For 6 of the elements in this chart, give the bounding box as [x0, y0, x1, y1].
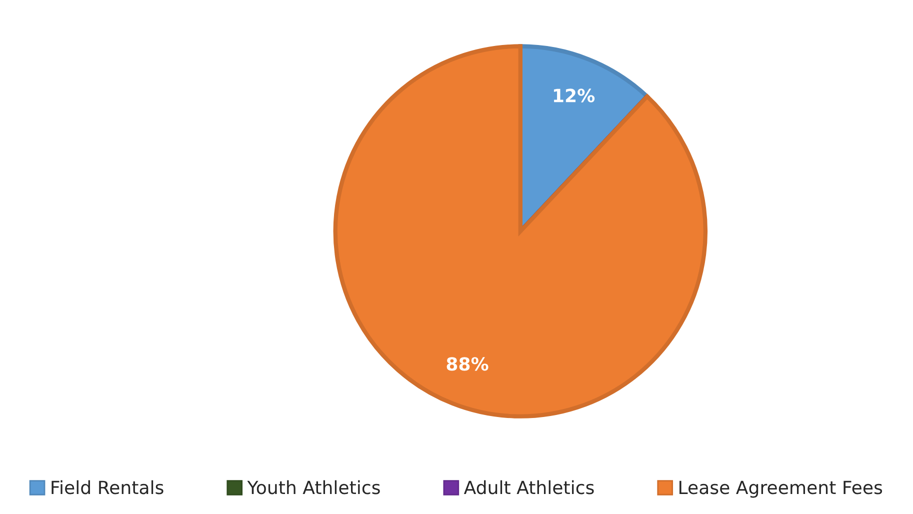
legend-label: Field Rentals: [52, 480, 164, 494]
data-label: 88%: [446, 357, 488, 371]
legend-label: Youth Athletics: [247, 480, 380, 494]
legend-label: Lease Agreement Fees: [680, 480, 882, 498]
legend-label: Adult Athletics: [464, 480, 594, 494]
data-label: 12%: [554, 88, 595, 102]
